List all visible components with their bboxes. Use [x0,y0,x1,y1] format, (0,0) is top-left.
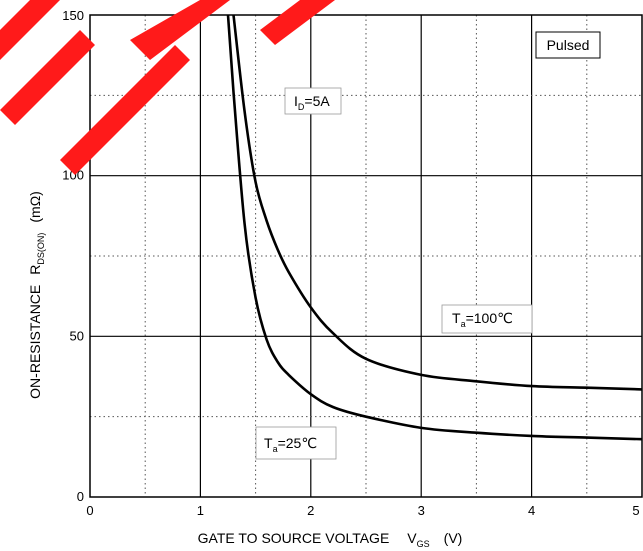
y-tick-label: 0 [77,489,84,504]
x-tick-label: 1 [197,503,204,518]
ta25-annotation: Ta=25℃ [255,426,337,460]
x-axis-title: GATE TO SOURCE VOLTAGE VGS (V) [198,530,463,549]
ta100-box [441,304,533,334]
ta25-box [255,426,337,460]
ta25-label: Ta=25℃ [264,435,317,454]
x-tick-label: 5 [632,503,639,518]
pulsed-box [535,31,601,59]
y-axis-title: ON-RESISTANCERDS(ON)(mΩ) [27,191,46,399]
id-label: ID=5A [294,93,330,112]
pulsed-annotation: Pulsed [535,31,601,59]
pulsed-label: Pulsed [547,37,590,53]
y-tick-label: 150 [62,8,84,23]
id-annotation: ID=5A [284,87,342,115]
y-tick-label: 50 [70,328,84,343]
plot-frame [89,14,643,498]
x-tick-label: 0 [86,503,93,518]
x-tick-label: 4 [528,503,535,518]
series-line-upper [232,14,643,391]
id-box [284,87,342,115]
ta100-label: Ta=100℃ [452,310,513,329]
watermark [0,0,335,175]
series-line-lower [226,14,643,441]
grid [90,15,642,497]
curves [226,14,643,441]
ta100-annotation: Ta=100℃ [441,304,533,334]
x-tick-label: 3 [418,503,425,518]
x-tick-label: 2 [307,503,314,518]
